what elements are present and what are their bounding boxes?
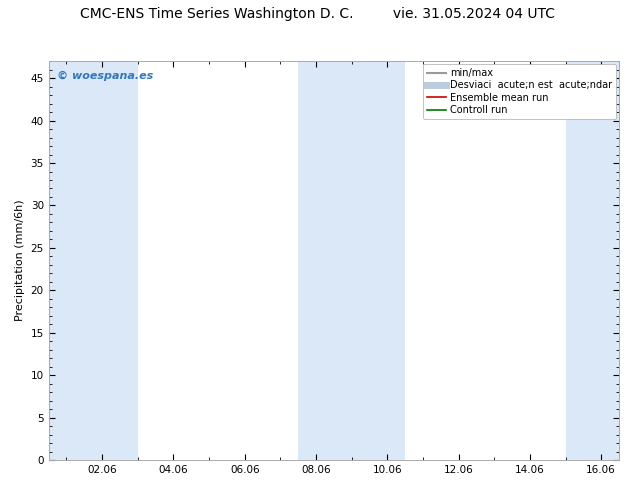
Y-axis label: Precipitation (mm/6h): Precipitation (mm/6h) [15,200,25,321]
Bar [352,61,405,460]
Text: CMC-ENS Time Series Washington D. C.         vie. 31.05.2024 04 UTC: CMC-ENS Time Series Washington D. C. vie… [79,7,555,22]
Legend: min/max, Desviaci  acute;n est  acute;ndar, Ensemble mean run, Controll run: min/max, Desviaci acute;n est acute;ndar… [423,64,616,119]
Text: © woespana.es: © woespana.es [57,71,153,81]
Bar [49,61,84,460]
Bar [298,61,352,460]
Bar [566,61,619,460]
Bar [84,61,138,460]
